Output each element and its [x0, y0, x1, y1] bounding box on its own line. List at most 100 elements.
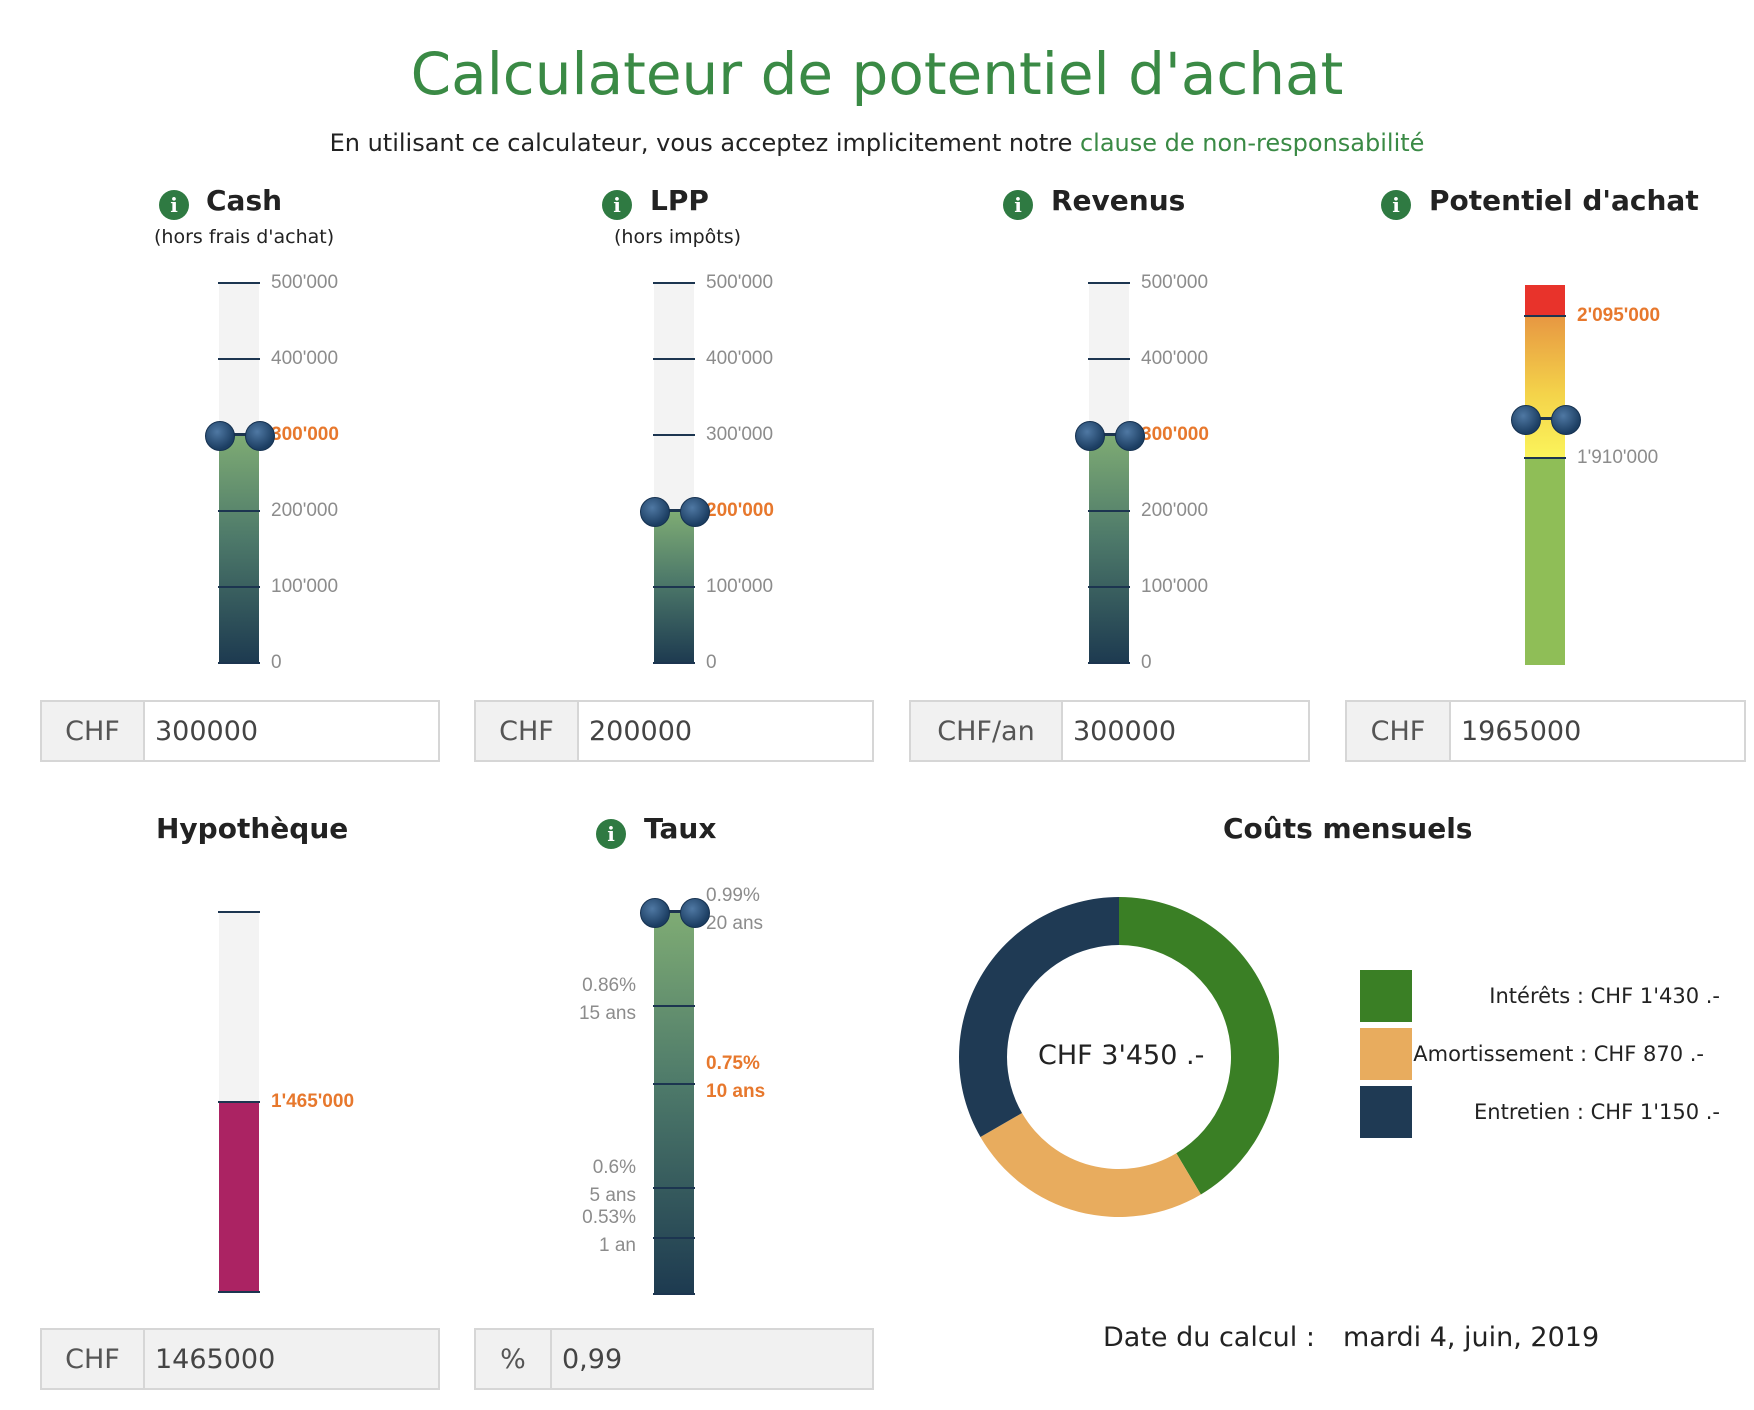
revenus-handle-right[interactable]	[1115, 421, 1145, 451]
potentiel-unit: CHF	[1347, 702, 1451, 760]
lpp-tick	[653, 662, 695, 664]
cash-tick-label: 300'000	[271, 424, 339, 445]
cash-slider[interactable]: 500'000 400'000 300'000 200'000 100'000 …	[205, 272, 339, 673]
potentiel-input[interactable]	[1451, 702, 1744, 760]
potentiel-range: 2'095'000 1'910'000	[1511, 285, 1660, 665]
lpp-tick	[653, 434, 695, 436]
cash-input-group: CHF	[40, 700, 440, 762]
taux-label-term: 5 ans	[589, 1185, 636, 1206]
taux-slider[interactable]: 0.99% 20 ans 0.75% 10 ans 0.86% 15 ans 0…	[579, 885, 765, 1295]
taux-label-rate: 0.53%	[582, 1207, 636, 1228]
hypotheque-input-group: CHF	[40, 1328, 440, 1390]
date-value: mardi 4, juin, 2019	[1343, 1322, 1600, 1353]
cash-tick-label: 500'000	[271, 272, 339, 293]
potentiel-input-group: CHF	[1345, 700, 1746, 762]
donut-slice-interets	[1119, 897, 1279, 1195]
cash-tick	[218, 510, 260, 512]
info-icon[interactable]: i	[1003, 190, 1033, 220]
hypotheque-bar: 1'465'000	[218, 911, 354, 1293]
hypotheque-unit: CHF	[42, 1330, 145, 1388]
donut-slice-entretien	[959, 897, 1119, 1137]
cash-handle-right[interactable]	[245, 421, 275, 451]
legend-label-amortissement: Amortissement : CHF 870 .-	[1413, 1042, 1704, 1066]
revenus-tick	[1088, 586, 1130, 588]
taux-input	[552, 1330, 872, 1388]
potentiel-handle-left	[1511, 405, 1541, 435]
revenus-slider[interactable]: 500'000 400'000 300'000 200'000 100'000 …	[1075, 272, 1209, 673]
lpp-handle-left[interactable]	[640, 497, 670, 527]
hypotheque-tick	[218, 911, 260, 913]
hypotheque-bar-fill	[219, 1102, 259, 1293]
donut-legend: Intérêts : CHF 1'430 .- Amortissement : …	[1360, 970, 1720, 1150]
potentiel-upper-label: 2'095'000	[1577, 305, 1661, 326]
lpp-slider[interactable]: 500'000 400'000 300'000 200'000 100'000 …	[640, 272, 774, 673]
lpp-input[interactable]	[579, 702, 872, 760]
taux-label-rate: 0.6%	[592, 1157, 636, 1178]
potentiel-range-bottom	[1525, 458, 1565, 665]
revenus-tick	[1088, 282, 1130, 284]
hypotheque-input	[145, 1330, 438, 1388]
revenus-input[interactable]	[1063, 702, 1308, 760]
potentiel-range-band	[1525, 316, 1565, 458]
taux-handle-right[interactable]	[680, 898, 710, 928]
monthly-costs-donut-chart	[959, 897, 1279, 1217]
couts-title: Coûts mensuels	[1223, 812, 1473, 845]
revenus-tick-label: 400'000	[1141, 348, 1209, 369]
cash-input[interactable]	[145, 702, 438, 760]
revenus-tick-label: 100'000	[1141, 576, 1209, 597]
disclaimer: En utilisant ce calculateur, vous accept…	[0, 129, 1754, 157]
revenus-tick-label: 0	[1141, 652, 1152, 673]
taux-label-term: 1 an	[599, 1235, 636, 1256]
potentiel-title: Potentiel d'achat	[1429, 184, 1699, 217]
cash-subtitle: (hors frais d'achat)	[154, 226, 335, 248]
taux-tick	[653, 1083, 695, 1085]
taux-slider-fill	[654, 911, 694, 1295]
lpp-tick-label: 0	[706, 652, 717, 673]
cash-tick-label: 400'000	[271, 348, 339, 369]
cash-tick	[218, 586, 260, 588]
potentiel-range-top	[1525, 285, 1565, 316]
lpp-input-group: CHF	[474, 700, 874, 762]
potentiel-tick	[1524, 315, 1566, 317]
info-icon[interactable]: i	[1381, 190, 1411, 220]
info-icon[interactable]: i	[596, 819, 626, 849]
potentiel-handle-bar	[1525, 417, 1565, 420]
disclaimer-text: En utilisant ce calculateur, vous accept…	[329, 129, 1073, 157]
legend-swatch-interets	[1360, 970, 1412, 1022]
hypotheque-tick	[218, 1101, 260, 1103]
potentiel-tick	[1524, 457, 1566, 459]
donut-center-label: CHF 3'450 .-	[1038, 1040, 1205, 1071]
lpp-handle-right[interactable]	[680, 497, 710, 527]
taux-label-term: 15 ans	[578, 1003, 636, 1024]
cash-handle-left[interactable]	[205, 421, 235, 451]
legend-swatch-entretien	[1360, 1086, 1412, 1138]
taux-handle-left[interactable]	[640, 898, 670, 928]
taux-tick	[653, 1293, 695, 1295]
info-icon[interactable]: i	[602, 190, 632, 220]
lpp-tick	[653, 282, 695, 284]
revenus-tick-label: 500'000	[1141, 272, 1209, 293]
revenus-tick-label: 300'000	[1141, 424, 1209, 445]
hypotheque-tick	[218, 1291, 260, 1293]
legend-swatch-amortissement	[1360, 1028, 1412, 1080]
cash-tick	[218, 662, 260, 664]
date-label: Date du calcul :	[1103, 1322, 1315, 1353]
lpp-unit: CHF	[476, 702, 579, 760]
legend-label-entretien: Entretien : CHF 1'150 .-	[1474, 1100, 1720, 1124]
revenus-tick-label: 200'000	[1141, 500, 1209, 521]
disclaimer-link[interactable]: clause de non-responsabilité	[1079, 129, 1425, 157]
revenus-handle-left[interactable]	[1075, 421, 1105, 451]
lpp-tick-label: 200'000	[706, 500, 774, 521]
lpp-subtitle: (hors impôts)	[614, 226, 742, 248]
taux-tick	[653, 1187, 695, 1189]
cash-title: Cash	[206, 184, 283, 217]
taux-label-rate: 0.75%	[706, 1053, 760, 1074]
revenus-input-group: CHF/an	[909, 700, 1310, 762]
taux-tick	[653, 1237, 695, 1239]
taux-label-rate: 0.99%	[706, 885, 760, 906]
revenus-handle-bar	[1089, 433, 1129, 436]
cash-tick	[218, 282, 260, 284]
lpp-tick-label: 100'000	[706, 576, 774, 597]
cash-tick	[218, 358, 260, 360]
info-icon[interactable]: i	[159, 190, 189, 220]
